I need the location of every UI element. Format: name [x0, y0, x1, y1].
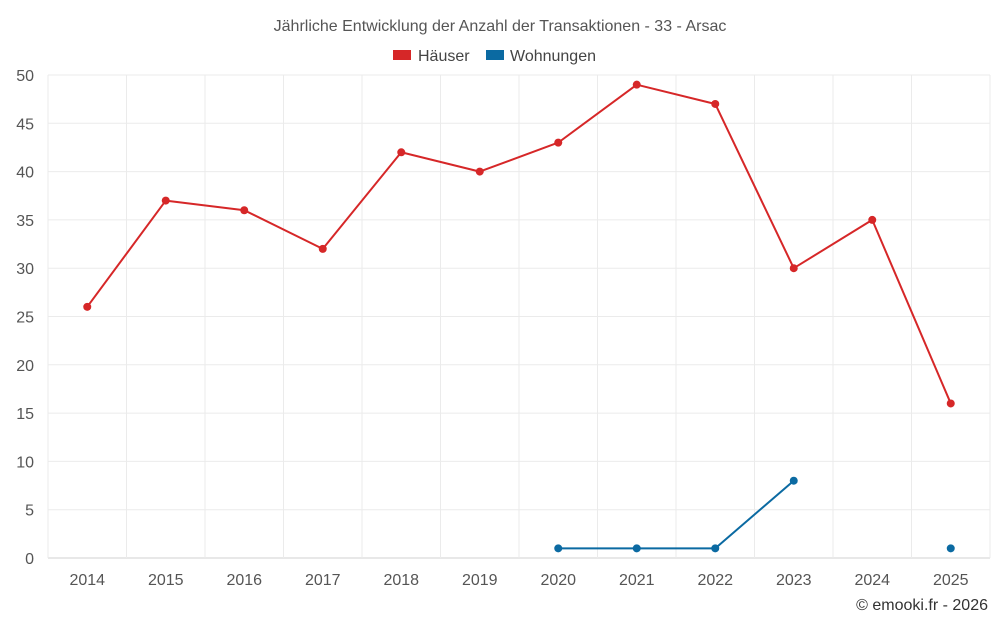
data-point-0 [946, 399, 955, 408]
data-point-1 [554, 544, 563, 553]
series-layer [83, 80, 955, 553]
y-tick-label: 10 [16, 454, 34, 471]
y-tick-label: 30 [16, 261, 34, 278]
x-tick-label: 2014 [69, 572, 105, 589]
x-tick-label: 2020 [540, 572, 576, 589]
credit-text: © emooki.fr - 2026 [856, 597, 988, 614]
data-point-1 [711, 544, 720, 553]
data-point-1 [632, 544, 641, 553]
data-point-0 [475, 167, 484, 176]
y-tick-label: 0 [25, 551, 34, 568]
data-point-0 [318, 244, 327, 253]
x-axis: 2014 2015 2016 2017 2018 2019 2020 2021 2022 2023… [69, 572, 968, 589]
data-point-0 [554, 138, 563, 147]
series-line-0 [86, 83, 952, 404]
legend-label: Wohnungen [510, 48, 596, 65]
x-tick-label: 2017 [305, 572, 341, 589]
data-point-0 [240, 206, 249, 215]
data-point-0 [711, 99, 720, 108]
x-tick-label: 2019 [462, 572, 498, 589]
data-point-0 [868, 215, 877, 224]
x-tick-label: 2016 [226, 572, 262, 589]
data-point-0 [789, 264, 798, 273]
y-tick-label: 5 [25, 503, 34, 520]
x-tick-label: 2023 [776, 572, 812, 589]
grid [47, 74, 991, 559]
y-tick-label: 15 [16, 406, 34, 423]
y-tick-label: 45 [16, 116, 34, 133]
legend-swatch [486, 50, 504, 60]
series-line-1 [558, 479, 795, 550]
legend: Häuser Wohnungen [393, 48, 596, 65]
data-point-1 [946, 544, 955, 553]
y-tick-label: 40 [16, 165, 34, 182]
y-tick-label: 50 [16, 68, 34, 85]
y-tick-label: 35 [16, 213, 34, 230]
data-point-1 [789, 476, 798, 485]
x-tick-label: 2018 [383, 572, 419, 589]
chart-title: Jährliche Entwicklung der Anzahl der Tra… [274, 18, 727, 35]
x-tick-label: 2024 [854, 572, 890, 589]
y-axis: 0 5 10 15 20 25 30 35 40 45 50 [16, 68, 34, 568]
data-point-0 [632, 80, 641, 89]
x-tick-label: 2022 [697, 572, 733, 589]
x-tick-label: 2015 [148, 572, 184, 589]
legend-label: Häuser [418, 48, 470, 65]
legend-swatch [393, 50, 411, 60]
data-point-0 [161, 196, 170, 205]
y-tick-label: 20 [16, 358, 34, 375]
data-point-0 [83, 302, 92, 311]
x-tick-label: 2025 [933, 572, 969, 589]
data-point-0 [397, 148, 406, 157]
x-tick-label: 2021 [619, 572, 655, 589]
y-tick-label: 25 [16, 310, 34, 327]
